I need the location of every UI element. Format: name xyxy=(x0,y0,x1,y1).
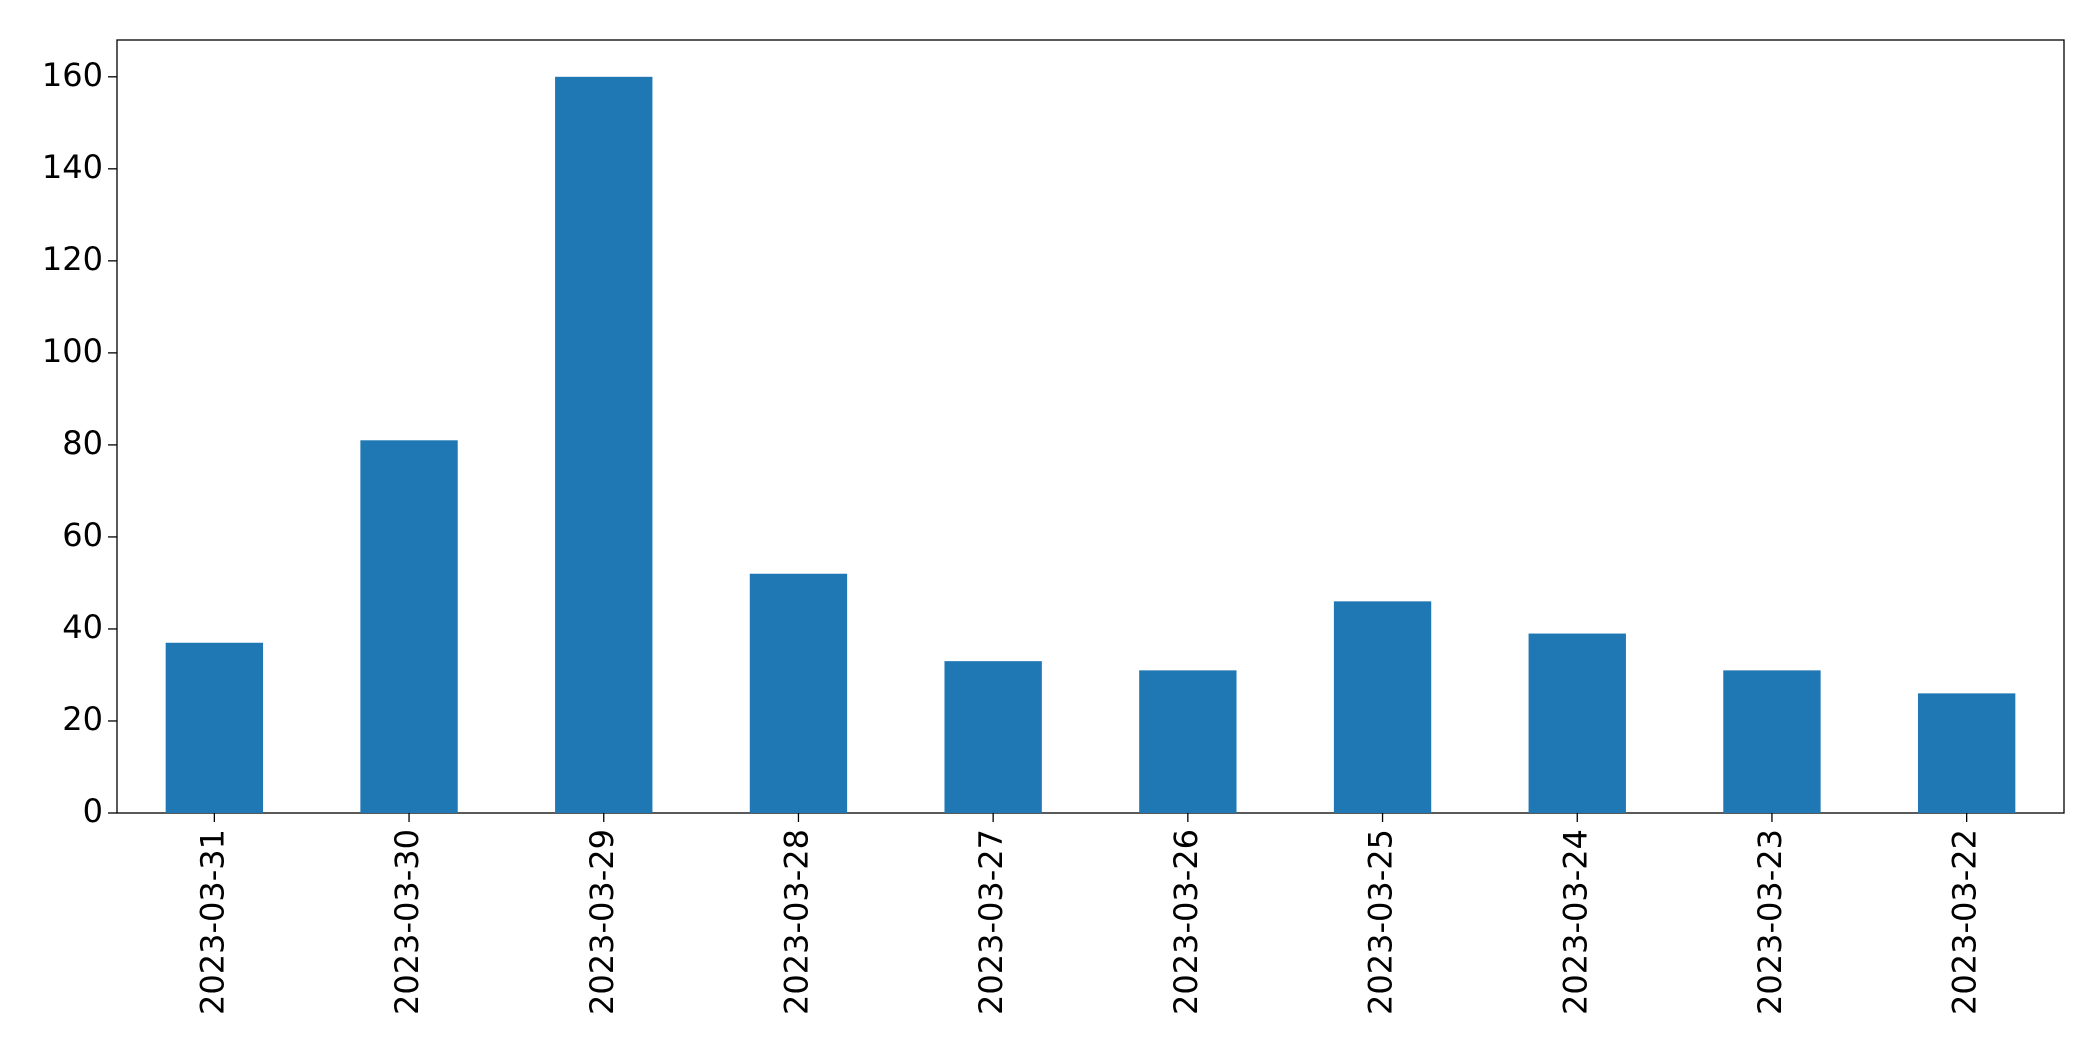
x-tick-label: 2023-03-27 xyxy=(972,829,1010,1015)
x-tick-label: 2023-03-24 xyxy=(1556,829,1594,1015)
x-tick-label: 2023-03-30 xyxy=(388,829,426,1015)
y-tick-label: 80 xyxy=(62,424,103,462)
y-tick-label: 140 xyxy=(42,148,103,186)
x-tick-label: 2023-03-25 xyxy=(1362,829,1400,1015)
y-tick-label: 60 xyxy=(62,516,103,554)
x-tick-label: 2023-03-29 xyxy=(583,829,621,1015)
bar xyxy=(165,642,264,813)
bar xyxy=(1723,670,1821,813)
y-tick-label: 100 xyxy=(42,332,103,370)
bar xyxy=(1917,693,2016,813)
bar xyxy=(555,76,653,814)
bar xyxy=(944,661,1042,813)
y-tick-label: 120 xyxy=(42,240,103,278)
bar xyxy=(1139,670,1237,813)
bar xyxy=(1333,601,1432,813)
x-tick-label: 2023-03-22 xyxy=(1946,829,1984,1015)
x-tick-label: 2023-03-26 xyxy=(1167,829,1205,1015)
bar xyxy=(749,573,848,813)
x-tick-label: 2023-03-23 xyxy=(1751,829,1789,1015)
x-tick-label: 2023-03-31 xyxy=(193,829,231,1015)
bar xyxy=(1528,633,1626,813)
y-tick-label: 20 xyxy=(62,700,103,738)
x-tick-label: 2023-03-28 xyxy=(777,829,815,1015)
plot-frame xyxy=(116,39,2065,814)
y-tick-label: 160 xyxy=(42,56,103,94)
bar xyxy=(360,440,458,813)
y-tick-label: 40 xyxy=(62,608,103,646)
y-tick-label: 0 xyxy=(83,792,103,830)
